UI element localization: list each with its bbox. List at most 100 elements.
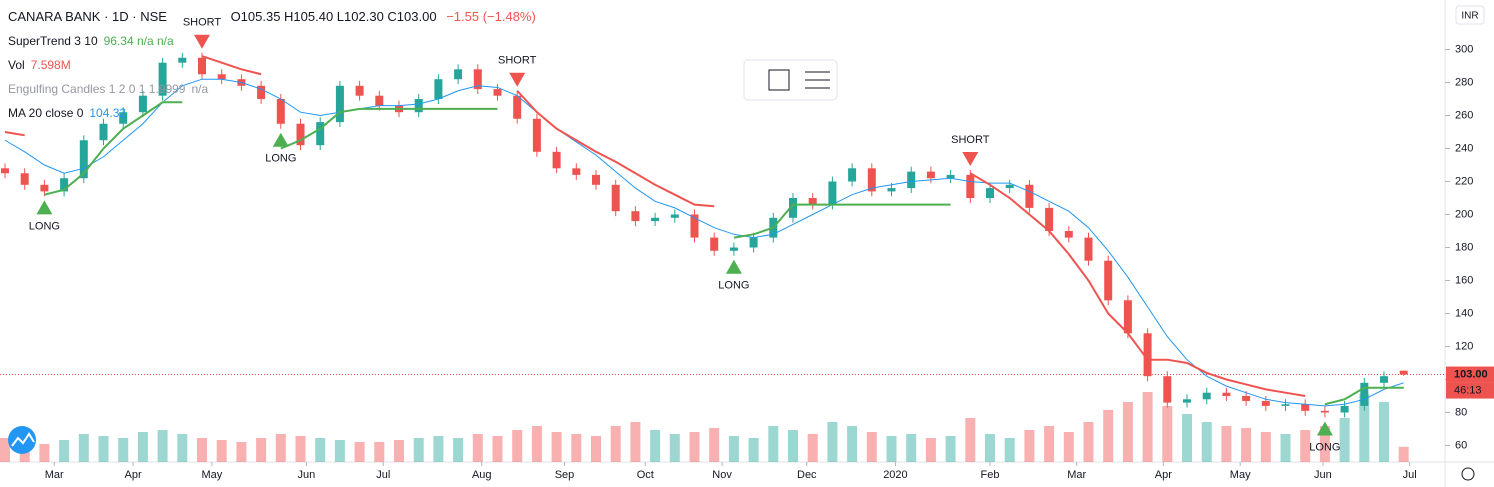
legend-name: Engulfing Candles 1 2 0 1 1.9999 xyxy=(8,82,186,96)
volume-bar xyxy=(1339,418,1350,462)
candle-body xyxy=(1005,184,1014,189)
drawing-toolbar[interactable] xyxy=(743,59,838,101)
candle-body xyxy=(335,85,344,123)
candle-body xyxy=(1143,333,1152,377)
candle-body xyxy=(20,173,29,185)
signal-arrow xyxy=(272,132,289,147)
candle-body xyxy=(867,168,876,192)
signal-arrow xyxy=(1316,421,1333,436)
volume-bar xyxy=(157,430,168,462)
volume-bar xyxy=(137,432,148,462)
candle-body xyxy=(986,188,994,198)
volume-bar xyxy=(295,436,306,462)
candle-body xyxy=(1399,370,1408,375)
legend-row[interactable]: Vol 7.598M xyxy=(8,58,71,72)
signal-arrow xyxy=(725,259,742,274)
candle-body xyxy=(434,79,443,99)
candle-body xyxy=(592,174,600,185)
volume-bar xyxy=(433,436,444,462)
candle-body xyxy=(178,57,187,63)
volume-bar xyxy=(315,438,326,462)
legend-row[interactable]: Engulfing Candles 1 2 0 1 1.9999 n/a xyxy=(8,82,208,96)
y-tick-label: 160 xyxy=(1455,274,1473,286)
candle-body xyxy=(710,237,719,251)
volume-bar xyxy=(394,440,404,462)
supertrend-short xyxy=(969,172,1306,397)
y-tick-label: 80 xyxy=(1455,406,1467,418)
x-tick-label: Aug xyxy=(472,469,492,481)
candle-body xyxy=(1242,396,1251,401)
settings-tool[interactable] xyxy=(805,71,830,89)
x-tick-label: Jun xyxy=(1314,469,1332,481)
legend-row[interactable]: MA 20 close 0 104.32 xyxy=(8,106,126,120)
legend-name: SuperTrend 3 10 xyxy=(8,34,98,48)
volume-bar xyxy=(866,432,877,462)
legend-value: 104.32 xyxy=(89,106,127,120)
volume-bar xyxy=(1083,422,1094,462)
price-box xyxy=(1446,366,1494,383)
candle-body xyxy=(631,211,640,222)
countdown-box xyxy=(1446,382,1494,399)
candle-body xyxy=(454,69,463,80)
volume-bar xyxy=(571,434,582,462)
volume-bar xyxy=(1004,438,1015,462)
signal-label: LONG xyxy=(718,280,749,292)
legend-value: 96.34 n/a n/a xyxy=(103,34,174,48)
legend-row[interactable]: SuperTrend 3 10 96.34 n/a n/a xyxy=(8,34,174,48)
candle-body xyxy=(611,184,620,212)
volume-bar xyxy=(1241,428,1252,462)
volume-bar xyxy=(669,434,680,462)
legend-value: n/a xyxy=(191,82,209,96)
volume-bar xyxy=(689,432,700,462)
toolbar-box xyxy=(743,59,838,101)
candle-body xyxy=(828,181,837,205)
supertrend-short xyxy=(516,90,715,208)
candle-body xyxy=(907,171,916,189)
candle-body xyxy=(1084,237,1093,261)
change: −1.55 (−1.48%) xyxy=(446,9,536,24)
candle-body xyxy=(651,217,660,222)
volume-bar xyxy=(827,422,838,462)
candle-body xyxy=(749,237,758,248)
signal-arrow xyxy=(36,200,53,215)
x-tick-label: Nov xyxy=(712,469,732,481)
rect-tool[interactable] xyxy=(768,69,790,91)
signal-arrow xyxy=(194,34,210,49)
volume-bar xyxy=(551,432,562,462)
candle-body xyxy=(119,112,128,124)
volume-bar xyxy=(1182,414,1192,462)
logo xyxy=(8,426,36,454)
volume-bar xyxy=(630,422,641,462)
signal-label: SHORT xyxy=(498,55,537,67)
candle-body xyxy=(1202,392,1211,400)
volume-bar xyxy=(1201,422,1212,462)
candle-body xyxy=(729,247,738,251)
settings-icon[interactable] xyxy=(1461,467,1475,481)
volume-bar xyxy=(1260,432,1271,462)
supertrend-short xyxy=(201,55,262,76)
volume-bar xyxy=(453,438,464,462)
volume-bar xyxy=(1319,426,1330,462)
volume-bar xyxy=(374,442,385,462)
volume-bar xyxy=(985,434,995,462)
x-tick-label: 2020 xyxy=(883,469,907,481)
candle-body xyxy=(1360,382,1369,406)
candle-body xyxy=(532,118,541,152)
supertrend-long xyxy=(733,203,951,239)
signal-label: LONG xyxy=(265,153,296,165)
signal-label: LONG xyxy=(29,220,60,232)
volume-bar xyxy=(78,434,89,462)
volume-bar xyxy=(1122,402,1133,462)
volume-bar xyxy=(256,438,267,462)
candle-body xyxy=(316,122,325,146)
volume-bar xyxy=(650,430,661,462)
volume-bar xyxy=(709,428,720,462)
volume-bar xyxy=(1379,402,1389,462)
candle-body xyxy=(1104,260,1113,301)
volume-bar xyxy=(275,434,286,462)
y-tick-label: 200 xyxy=(1455,208,1473,220)
y-tick-label: 60 xyxy=(1455,439,1467,451)
candle-body xyxy=(40,184,49,192)
supertrend-long xyxy=(280,107,498,150)
